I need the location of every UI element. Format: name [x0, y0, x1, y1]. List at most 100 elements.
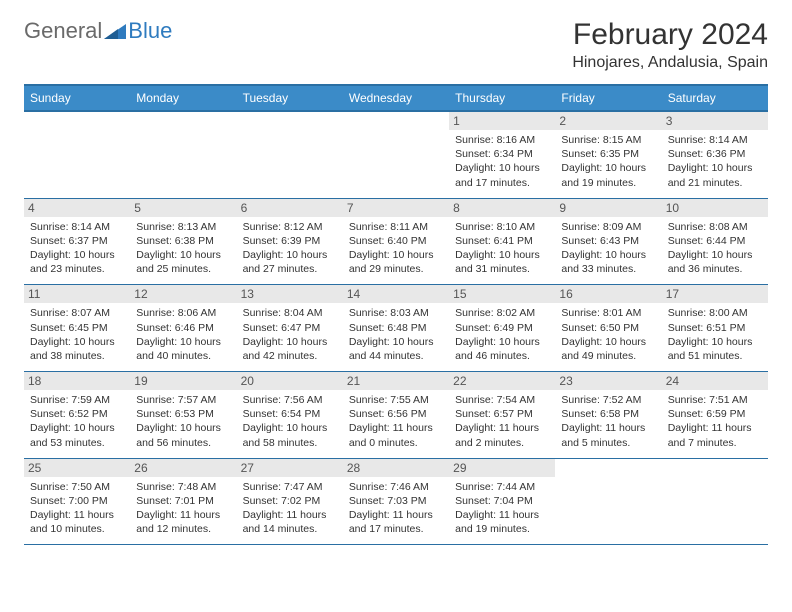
- sunrise-line: Sunrise: 8:11 AM: [349, 220, 443, 234]
- calendar-cell: [555, 459, 661, 545]
- daylight-line: Daylight: 10 hours and 46 minutes.: [455, 335, 549, 363]
- sunrise-line: Sunrise: 7:59 AM: [30, 393, 124, 407]
- sunrise-line: Sunrise: 7:54 AM: [455, 393, 549, 407]
- date-number: 13: [237, 285, 343, 303]
- daylight-line: Daylight: 10 hours and 56 minutes.: [136, 421, 230, 449]
- calendar-cell: 11Sunrise: 8:07 AMSunset: 6:45 PMDayligh…: [24, 285, 130, 371]
- sunset-line: Sunset: 6:57 PM: [455, 407, 549, 421]
- daylight-line: Daylight: 10 hours and 25 minutes.: [136, 248, 230, 276]
- week-row: 11Sunrise: 8:07 AMSunset: 6:45 PMDayligh…: [24, 285, 768, 372]
- sunset-line: Sunset: 6:48 PM: [349, 321, 443, 335]
- sunset-line: Sunset: 6:36 PM: [668, 147, 762, 161]
- sunset-line: Sunset: 7:03 PM: [349, 494, 443, 508]
- sunset-line: Sunset: 6:53 PM: [136, 407, 230, 421]
- calendar-cell: 20Sunrise: 7:56 AMSunset: 6:54 PMDayligh…: [237, 372, 343, 458]
- brand-triangle-icon: [104, 21, 126, 42]
- daylight-line: Daylight: 10 hours and 51 minutes.: [668, 335, 762, 363]
- location: Hinojares, Andalusia, Spain: [572, 54, 768, 72]
- sunrise-line: Sunrise: 8:10 AM: [455, 220, 549, 234]
- daylight-line: Daylight: 10 hours and 58 minutes.: [243, 421, 337, 449]
- date-number: 14: [343, 285, 449, 303]
- brand-logo: General Blue: [24, 18, 172, 44]
- day-header-wednesday: Wednesday: [343, 86, 449, 110]
- calendar-cell: 6Sunrise: 8:12 AMSunset: 6:39 PMDaylight…: [237, 199, 343, 285]
- calendar-cell: 12Sunrise: 8:06 AMSunset: 6:46 PMDayligh…: [130, 285, 236, 371]
- daylight-line: Daylight: 10 hours and 27 minutes.: [243, 248, 337, 276]
- calendar-cell: 2Sunrise: 8:15 AMSunset: 6:35 PMDaylight…: [555, 112, 661, 198]
- sunrise-line: Sunrise: 7:48 AM: [136, 480, 230, 494]
- sunrise-line: Sunrise: 7:55 AM: [349, 393, 443, 407]
- calendar-cell: 17Sunrise: 8:00 AMSunset: 6:51 PMDayligh…: [662, 285, 768, 371]
- date-number: 18: [24, 372, 130, 390]
- calendar-cell: 23Sunrise: 7:52 AMSunset: 6:58 PMDayligh…: [555, 372, 661, 458]
- day-header-tuesday: Tuesday: [237, 86, 343, 110]
- sunrise-line: Sunrise: 8:14 AM: [668, 133, 762, 147]
- calendar-cell: 1Sunrise: 8:16 AMSunset: 6:34 PMDaylight…: [449, 112, 555, 198]
- sunrise-line: Sunrise: 7:50 AM: [30, 480, 124, 494]
- sunrise-line: Sunrise: 8:12 AM: [243, 220, 337, 234]
- calendar-cell: 9Sunrise: 8:09 AMSunset: 6:43 PMDaylight…: [555, 199, 661, 285]
- date-number: 6: [237, 199, 343, 217]
- calendar-cell: [343, 112, 449, 198]
- calendar: SundayMondayTuesdayWednesdayThursdayFrid…: [24, 84, 768, 545]
- brand-blue: Blue: [128, 18, 172, 44]
- sunrise-line: Sunrise: 7:56 AM: [243, 393, 337, 407]
- sunset-line: Sunset: 6:45 PM: [30, 321, 124, 335]
- calendar-cell: 29Sunrise: 7:44 AMSunset: 7:04 PMDayligh…: [449, 459, 555, 545]
- daylight-line: Daylight: 10 hours and 17 minutes.: [455, 161, 549, 189]
- date-number: 24: [662, 372, 768, 390]
- sunrise-line: Sunrise: 7:51 AM: [668, 393, 762, 407]
- week-row: 25Sunrise: 7:50 AMSunset: 7:00 PMDayligh…: [24, 459, 768, 546]
- sunrise-line: Sunrise: 7:44 AM: [455, 480, 549, 494]
- date-number: 12: [130, 285, 236, 303]
- sunrise-line: Sunrise: 8:02 AM: [455, 306, 549, 320]
- calendar-cell: [24, 112, 130, 198]
- calendar-cell: 28Sunrise: 7:46 AMSunset: 7:03 PMDayligh…: [343, 459, 449, 545]
- sunset-line: Sunset: 6:41 PM: [455, 234, 549, 248]
- day-header-friday: Friday: [555, 86, 661, 110]
- daylight-line: Daylight: 10 hours and 29 minutes.: [349, 248, 443, 276]
- date-number: 21: [343, 372, 449, 390]
- day-header-monday: Monday: [130, 86, 236, 110]
- sunrise-line: Sunrise: 8:15 AM: [561, 133, 655, 147]
- daylight-line: Daylight: 11 hours and 7 minutes.: [668, 421, 762, 449]
- sunset-line: Sunset: 7:02 PM: [243, 494, 337, 508]
- sunrise-line: Sunrise: 8:06 AM: [136, 306, 230, 320]
- date-number: 22: [449, 372, 555, 390]
- sunrise-line: Sunrise: 8:03 AM: [349, 306, 443, 320]
- date-number: 7: [343, 199, 449, 217]
- sunrise-line: Sunrise: 8:13 AM: [136, 220, 230, 234]
- sunrise-line: Sunrise: 8:14 AM: [30, 220, 124, 234]
- date-number: 5: [130, 199, 236, 217]
- daylight-line: Daylight: 11 hours and 12 minutes.: [136, 508, 230, 536]
- date-number: 4: [24, 199, 130, 217]
- sunrise-line: Sunrise: 7:52 AM: [561, 393, 655, 407]
- date-number: 26: [130, 459, 236, 477]
- sunset-line: Sunset: 6:56 PM: [349, 407, 443, 421]
- sunrise-line: Sunrise: 7:47 AM: [243, 480, 337, 494]
- header: General Blue February 2024 Hinojares, An…: [24, 18, 768, 72]
- calendar-cell: 4Sunrise: 8:14 AMSunset: 6:37 PMDaylight…: [24, 199, 130, 285]
- date-number: 9: [555, 199, 661, 217]
- calendar-cell: 19Sunrise: 7:57 AMSunset: 6:53 PMDayligh…: [130, 372, 236, 458]
- sunset-line: Sunset: 6:38 PM: [136, 234, 230, 248]
- sunrise-line: Sunrise: 8:01 AM: [561, 306, 655, 320]
- calendar-cell: 22Sunrise: 7:54 AMSunset: 6:57 PMDayligh…: [449, 372, 555, 458]
- sunrise-line: Sunrise: 8:08 AM: [668, 220, 762, 234]
- sunset-line: Sunset: 6:37 PM: [30, 234, 124, 248]
- day-header-thursday: Thursday: [449, 86, 555, 110]
- sunset-line: Sunset: 6:40 PM: [349, 234, 443, 248]
- week-row: 1Sunrise: 8:16 AMSunset: 6:34 PMDaylight…: [24, 112, 768, 199]
- daylight-line: Daylight: 11 hours and 5 minutes.: [561, 421, 655, 449]
- date-number: 23: [555, 372, 661, 390]
- calendar-cell: 16Sunrise: 8:01 AMSunset: 6:50 PMDayligh…: [555, 285, 661, 371]
- daylight-line: Daylight: 10 hours and 40 minutes.: [136, 335, 230, 363]
- daylight-line: Daylight: 11 hours and 17 minutes.: [349, 508, 443, 536]
- sunset-line: Sunset: 6:50 PM: [561, 321, 655, 335]
- calendar-cell: 26Sunrise: 7:48 AMSunset: 7:01 PMDayligh…: [130, 459, 236, 545]
- day-header-saturday: Saturday: [662, 86, 768, 110]
- date-number: 1: [449, 112, 555, 130]
- daylight-line: Daylight: 11 hours and 10 minutes.: [30, 508, 124, 536]
- calendar-cell: 8Sunrise: 8:10 AMSunset: 6:41 PMDaylight…: [449, 199, 555, 285]
- daylight-line: Daylight: 10 hours and 53 minutes.: [30, 421, 124, 449]
